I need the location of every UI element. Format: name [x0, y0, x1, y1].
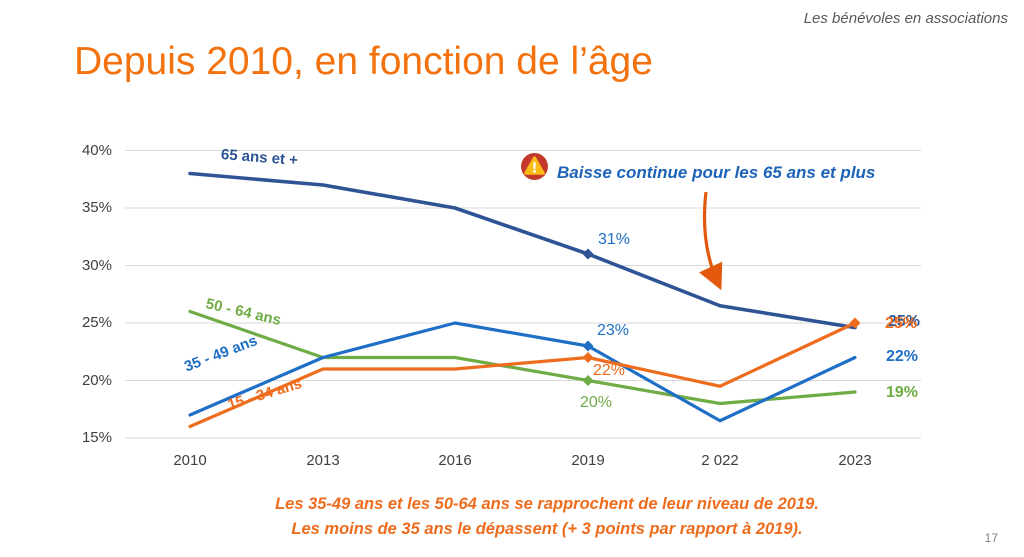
x-tick-label: 2016	[438, 452, 472, 469]
data-label-50-64-2023: 19%	[886, 384, 919, 401]
y-tick-label: 15%	[81, 429, 112, 446]
y-tick-label: 20%	[81, 371, 112, 389]
x-tick-label: 2013	[306, 452, 340, 469]
warning-icon	[521, 153, 548, 180]
page-number: 17	[984, 531, 998, 545]
page-title: Depuis 2010, en fonction de l’âge	[74, 40, 653, 83]
series-label-65-ans-et-plus: 65 ans et +	[220, 146, 299, 170]
x-tick-label: 2023	[838, 452, 872, 469]
y-tick-label: 40%	[81, 141, 112, 159]
data-label-65-2023: 25%	[888, 313, 921, 330]
series-label-35-49-ans: 35 - 49 ans	[181, 332, 260, 376]
footnote-line-1: Les 35-49 ans et les 50-64 ans se rappro…	[275, 495, 819, 513]
footnote-line-2: Les moins de 35 ans le dépassent (+ 3 po…	[291, 520, 803, 538]
data-label-15-34-2019: 22%	[593, 362, 626, 379]
annotation-text: Baisse continue pour les 65 ans et plus	[557, 163, 876, 182]
footnote: Les 35-49 ans et les 50-64 ans se rappro…	[70, 492, 1024, 542]
slide-header-label: Les bénévoles en associations	[803, 10, 1008, 27]
x-tick-label: 2019	[571, 452, 605, 469]
y-tick-label: 25%	[81, 314, 112, 331]
data-label-50-64-2019: 20%	[580, 394, 613, 411]
series-label-15-34-ans: 15 - 34 ans	[225, 374, 304, 414]
data-label-65-2019: 31%	[598, 231, 631, 248]
x-tick-label: 2 022	[701, 452, 739, 469]
y-tick-label: 35%	[81, 199, 112, 216]
data-label-15-34-2023: 25%	[885, 315, 918, 332]
y-tick-label: 30%	[81, 256, 112, 274]
annotation-arrow-icon	[699, 191, 723, 291]
data-label-35-49-2023: 22%	[886, 348, 919, 365]
x-tick-label: 2010	[173, 452, 207, 469]
series-label-50-64-ans: 50 - 64 ans	[204, 295, 283, 330]
data-label-35-49-2019: 23%	[597, 322, 630, 339]
